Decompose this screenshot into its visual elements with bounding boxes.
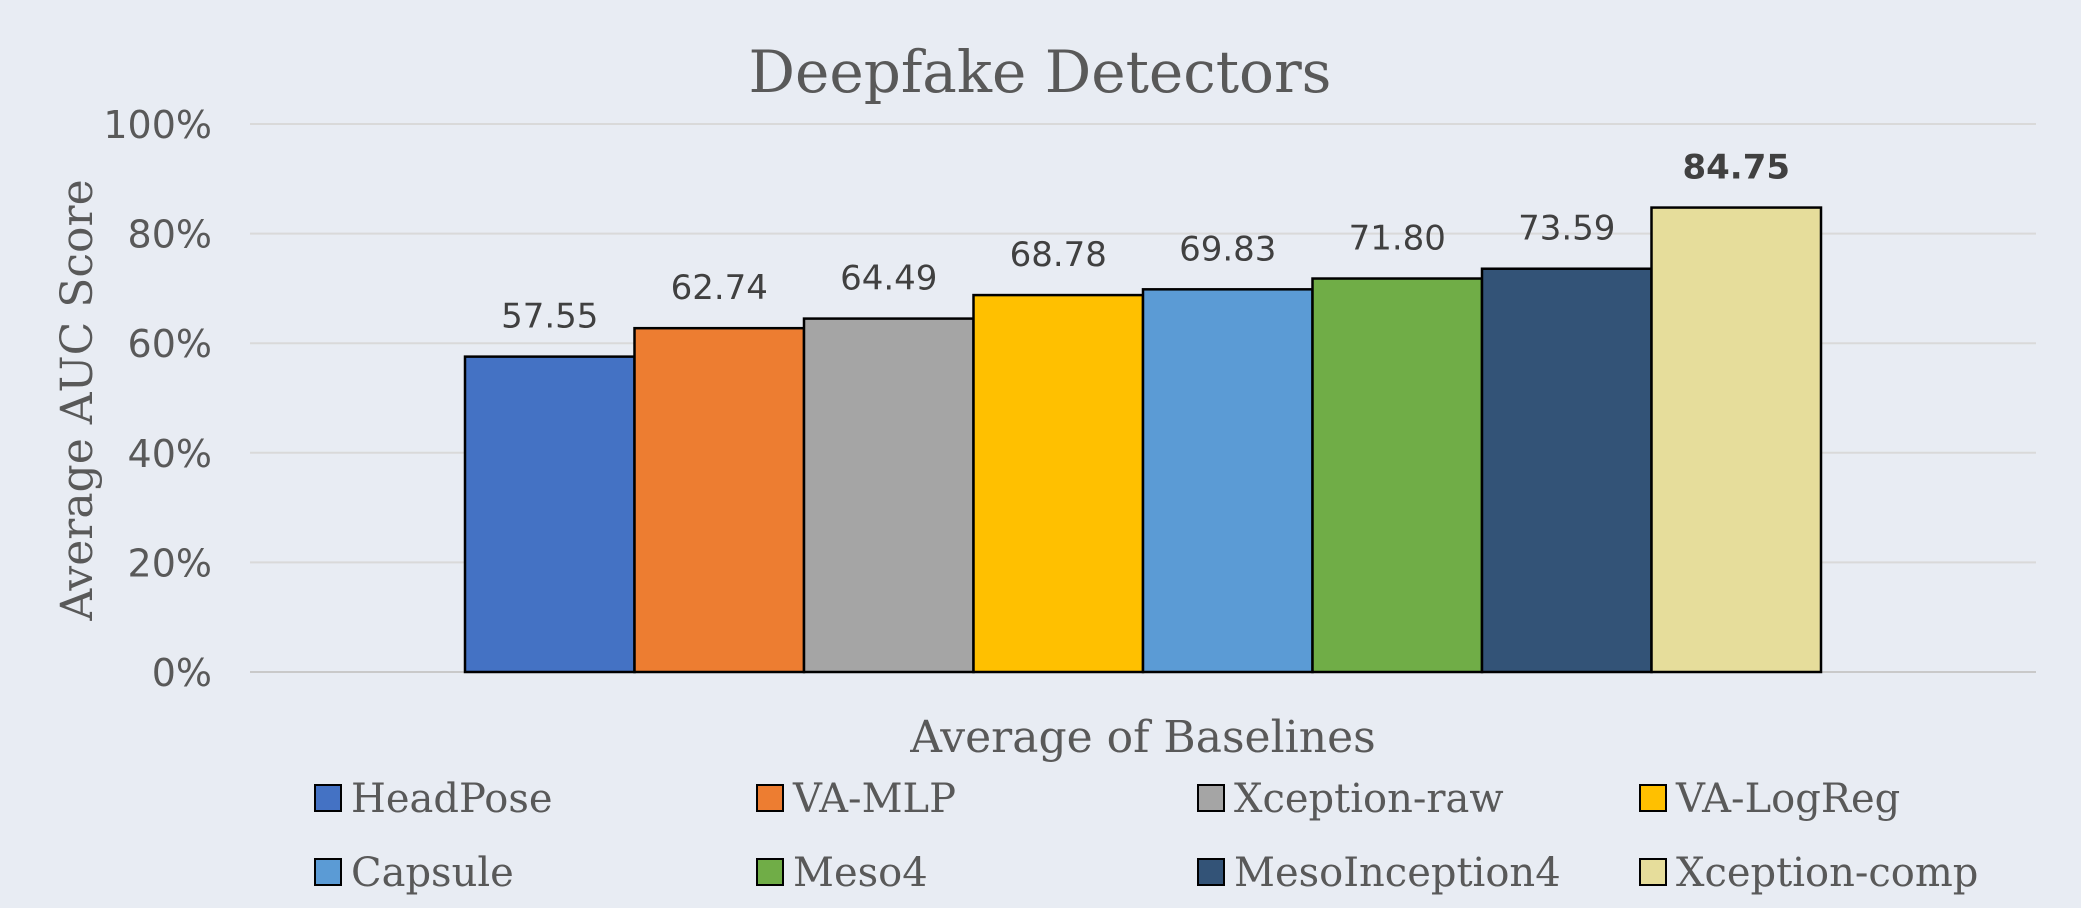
- bar: [1480, 267, 1653, 674]
- legend-item: Xception-comp: [1639, 850, 1978, 896]
- y-tick-label: 80%: [128, 213, 212, 257]
- legend-label: Xception-comp: [1676, 850, 1978, 896]
- y-tick-label: 40%: [128, 432, 212, 476]
- bars: [463, 206, 1823, 674]
- data-label: 69.83: [1179, 229, 1276, 269]
- data-label: 73.59: [1518, 209, 1615, 249]
- legend-label: Meso4: [793, 850, 928, 896]
- bar: [1141, 288, 1314, 674]
- y-tick-label: 0%: [152, 651, 212, 695]
- legend-item: HeadPose: [314, 776, 553, 822]
- chart-title: Deepfake Detectors: [749, 38, 1332, 106]
- bar: [972, 293, 1145, 674]
- y-axis-ticks: 0% 20% 40% 60% 80% 100%: [103, 103, 212, 695]
- legend-swatch: [1197, 784, 1225, 812]
- bar: [802, 317, 975, 674]
- data-label: 64.49: [840, 259, 937, 299]
- bar: [1311, 277, 1484, 674]
- data-label: 57.55: [501, 297, 598, 337]
- bar: [463, 355, 636, 674]
- data-label: 68.78: [1010, 235, 1107, 275]
- legend-item: VA-MLP: [756, 776, 956, 822]
- legend: HeadPose VA-MLP Xception-raw VA-LogReg Capsu…: [314, 776, 1978, 896]
- data-label: 62.74: [671, 268, 768, 308]
- legend-item: MesoInception4: [1197, 850, 1561, 896]
- y-axis-label: Average AUC Score: [52, 179, 103, 621]
- legend-label: VA-LogReg: [1675, 776, 1900, 822]
- y-tick-label: 100%: [103, 103, 212, 147]
- legend-item: Meso4: [756, 850, 928, 896]
- legend-label: HeadPose: [351, 776, 553, 822]
- legend-swatch: [314, 784, 342, 812]
- legend-label: MesoInception4: [1234, 850, 1561, 896]
- legend-swatch: [1639, 784, 1667, 812]
- legend-swatch: [1197, 858, 1225, 886]
- legend-label: Xception-raw: [1234, 776, 1504, 822]
- legend-label: VA-MLP: [792, 776, 956, 822]
- legend-swatch: [756, 858, 784, 886]
- legend-item: Xception-raw: [1197, 776, 1504, 822]
- legend-label: Capsule: [351, 850, 514, 896]
- data-label: 71.80: [1349, 219, 1446, 259]
- x-axis-label: Average of Baselines: [909, 712, 1375, 763]
- legend-swatch: [1639, 858, 1667, 886]
- y-tick-label: 20%: [128, 541, 212, 585]
- legend-item: Capsule: [314, 850, 514, 896]
- bar: [633, 326, 806, 674]
- data-label: 84.75: [1682, 148, 1790, 188]
- legend-swatch: [314, 858, 342, 886]
- data-labels: 57.55 62.74 64.49 68.78 69.83 71.80 73.59 84.75: [501, 148, 1790, 337]
- y-tick-label: 60%: [128, 322, 212, 366]
- legend-item: VA-LogReg: [1639, 776, 1900, 822]
- legend-swatch: [756, 784, 784, 812]
- bar: [1650, 206, 1823, 674]
